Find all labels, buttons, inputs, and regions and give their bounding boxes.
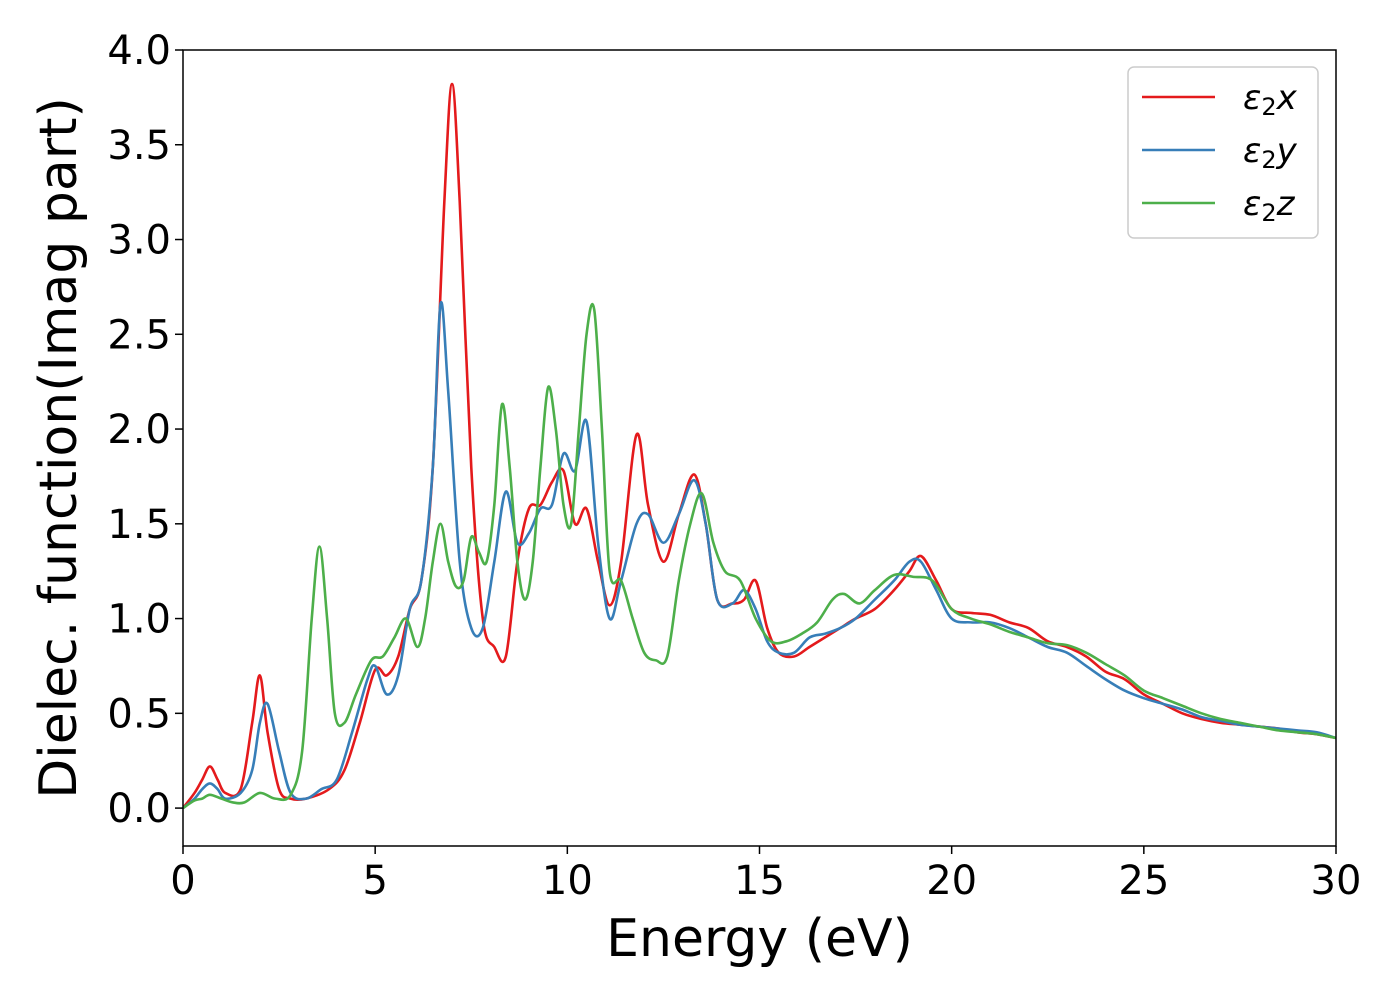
x-tick-label: 30: [1311, 858, 1362, 904]
x-tick-label: 15: [734, 858, 785, 904]
x-tick-label: 5: [362, 858, 387, 904]
x-tick-label: 20: [926, 858, 977, 904]
x-tick-label: 10: [542, 858, 593, 904]
y-axis-label: Dielec. function(Imag part): [29, 97, 89, 799]
y-tick-label: 1.0: [107, 597, 171, 643]
y-tick-label: 0.5: [107, 691, 171, 737]
y-axis-ticks: 0.0 0.5 1.0 1.5 2.0 2.5 3.0 3.5 4.0: [107, 28, 183, 832]
y-tick-label: 2.5: [107, 312, 171, 358]
legend: ε2x ε2y ε2z: [1127, 66, 1319, 239]
x-tick-label: 0: [170, 858, 195, 904]
series-line-z: [183, 302, 1336, 810]
series-line-x: [183, 82, 1336, 809]
y-tick-label: 2.0: [107, 407, 171, 453]
legend-label-y: ε2y: [1243, 131, 1298, 174]
y-tick-label: 3.0: [107, 218, 171, 264]
series-line-y: [183, 300, 1336, 810]
y-tick-label: 0.0: [107, 786, 171, 832]
series-layer: [183, 82, 1336, 810]
legend-box: [1127, 66, 1319, 239]
y-tick-label: 3.5: [107, 123, 171, 169]
y-tick-label: 4.0: [107, 28, 171, 74]
x-axis-label: Energy (eV): [606, 909, 913, 969]
legend-label-x: ε2x: [1243, 78, 1298, 121]
y-tick-label: 1.5: [107, 502, 171, 548]
x-axis-ticks: 0 5 10 15 20 25 30: [170, 846, 1361, 904]
x-tick-label: 25: [1118, 858, 1169, 904]
legend-label-z: ε2z: [1243, 184, 1296, 227]
